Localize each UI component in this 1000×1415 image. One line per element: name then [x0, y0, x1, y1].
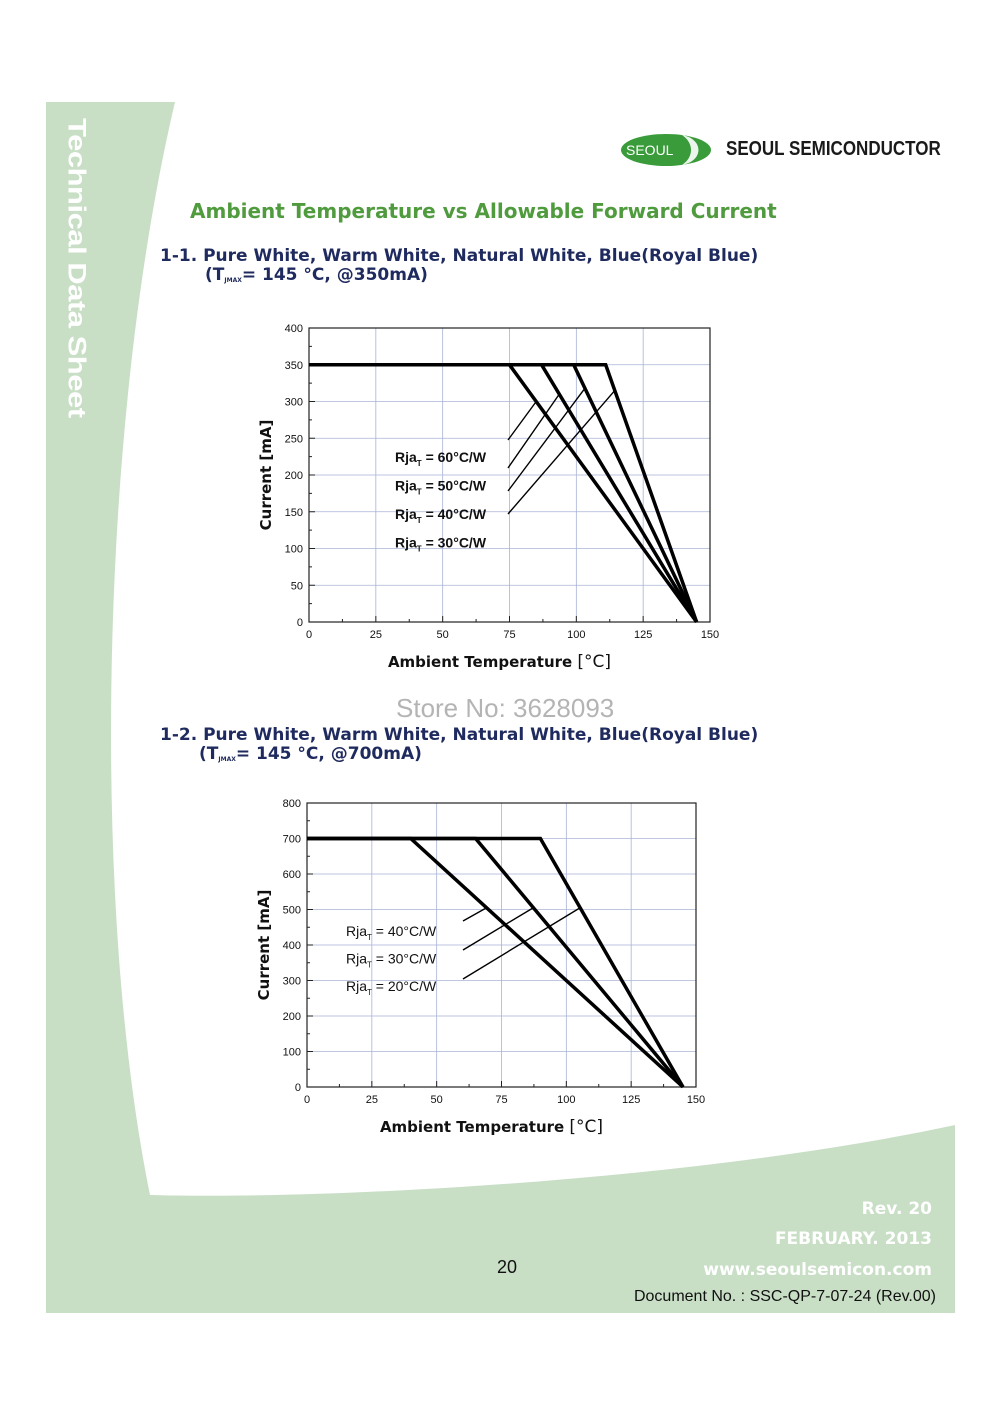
brand-logo: SEOUL SEOUL SEMICONDUCTOR	[620, 133, 941, 169]
condition-rest: = 145 °C, @700mA)	[235, 744, 422, 764]
y-tick-label: 500	[283, 905, 301, 917]
condition-sub: JMAX	[218, 756, 236, 763]
series-line	[307, 836, 685, 1088]
legend-label: RjaT = 50°C/W	[395, 478, 487, 497]
x-tick-label: 25	[370, 629, 382, 641]
condition-open: (T	[199, 744, 219, 764]
y-tick-label: 300	[283, 976, 301, 988]
x-axis-label: Ambient Temperature [°C]	[388, 652, 611, 672]
footer-revision: Rev. 20	[861, 1199, 932, 1219]
condition-open: (T	[205, 265, 225, 285]
y-tick-label: 400	[283, 940, 301, 952]
x-tick-label: 125	[634, 629, 652, 641]
y-tick-label: 0	[295, 1082, 301, 1094]
x-tick-label: 150	[687, 1094, 705, 1106]
x-tick-label: 50	[431, 1094, 443, 1106]
footer-date: FEBRUARY. 2013	[774, 1229, 932, 1249]
page-number: 20	[497, 1257, 518, 1277]
y-tick-label: 200	[283, 1011, 301, 1023]
footer-website[interactable]: www.seoulsemicon.com	[703, 1260, 932, 1280]
y-axis-label: Current [mA]	[255, 890, 273, 1001]
seoul-badge-icon	[621, 134, 711, 166]
legend-leader	[507, 390, 616, 515]
x-tick-label: 50	[437, 629, 449, 641]
legend-leader	[462, 907, 534, 951]
y-axis-label: Current [mA]	[257, 420, 275, 531]
document-number: Document No. : SSC-QP-7-07-24 (Rev.00)	[633, 1288, 936, 1305]
legend-leader	[507, 401, 537, 441]
y-tick-label: 200	[285, 470, 303, 482]
y-tick-label: 100	[285, 544, 303, 556]
y-tick-label: 150	[285, 507, 303, 519]
condition-sub: JMAX	[224, 277, 242, 284]
company-name: SEOUL SEMICONDUCTOR	[726, 138, 941, 160]
legend-leader	[507, 387, 586, 492]
green-panel	[46, 102, 955, 1313]
store-watermark: Store No: 3628093	[396, 693, 615, 723]
seoul-badge-text: SEOUL	[626, 142, 674, 158]
plot-frame	[306, 802, 697, 1088]
y-tick-label: 100	[283, 1047, 301, 1059]
condition-rest: = 145 °C, @350mA)	[241, 265, 428, 285]
x-tick-label: 75	[495, 1094, 507, 1106]
series-line	[309, 363, 699, 623]
x-tick-label: 100	[567, 629, 585, 641]
y-tick-label: 700	[283, 834, 301, 846]
x-axis-label: Ambient Temperature [°C]	[380, 1117, 603, 1137]
legend-label: RjaT = 40°C/W	[395, 506, 487, 525]
y-tick-label: 50	[291, 580, 303, 592]
y-tick-label: 0	[297, 617, 303, 629]
x-tick-label: 150	[701, 629, 719, 641]
x-tick-label: 125	[622, 1094, 640, 1106]
y-tick-label: 600	[283, 869, 301, 881]
legend-label: RjaT = 60°C/W	[395, 449, 487, 468]
legend-label: RjaT = 20°C/W	[346, 978, 437, 997]
x-tick-label: 0	[304, 1094, 310, 1106]
section-1-condition: (TJMAX= 145 °C, @350mA)	[205, 265, 428, 285]
section-1-heading: 1-1. Pure White, Warm White, Natural Whi…	[160, 246, 759, 266]
legend-label: RjaT = 30°C/W	[346, 951, 437, 970]
x-tick-label: 25	[366, 1094, 378, 1106]
x-tick-label: 100	[557, 1094, 575, 1106]
y-tick-label: 250	[285, 433, 303, 445]
y-tick-label: 300	[285, 397, 303, 409]
section-2-condition: (TJMAX= 145 °C, @700mA)	[199, 744, 422, 764]
y-tick-label: 400	[285, 323, 303, 335]
sidebar-title: Technical Data Sheet	[62, 118, 98, 418]
x-tick-label: 0	[306, 629, 312, 641]
legend-leader	[507, 393, 560, 469]
y-tick-label: 800	[283, 798, 301, 810]
page-title: Ambient Temperature vs Allowable Forward…	[190, 199, 777, 223]
section-2-heading: 1-2. Pure White, Warm White, Natural Whi…	[160, 725, 759, 745]
sidebar-title-text: Technical Data Sheet	[62, 118, 92, 418]
legend-label: RjaT = 30°C/W	[395, 535, 487, 554]
legend-leader	[462, 907, 487, 922]
legend-label: RjaT = 40°C/W	[346, 923, 437, 942]
y-tick-label: 350	[285, 360, 303, 372]
x-tick-label: 75	[503, 629, 515, 641]
plot-frame	[308, 327, 711, 623]
legend-leader	[462, 907, 581, 980]
